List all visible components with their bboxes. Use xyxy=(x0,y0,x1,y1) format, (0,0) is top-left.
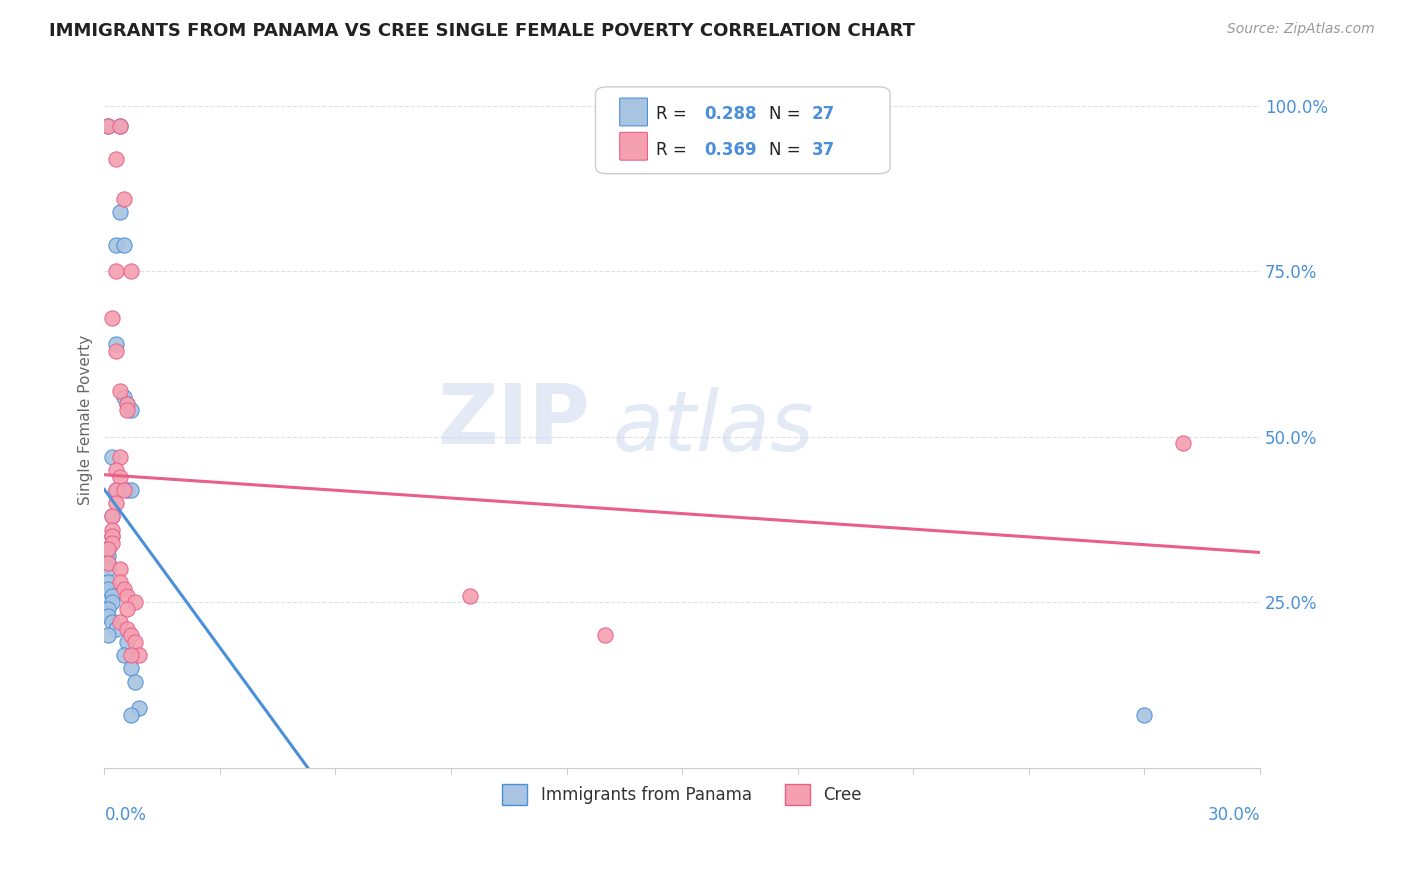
Text: N =: N = xyxy=(769,141,806,159)
Text: R =: R = xyxy=(655,104,692,122)
Text: 0.288: 0.288 xyxy=(704,104,756,122)
Point xyxy=(117,602,139,616)
Point xyxy=(108,384,131,398)
Point xyxy=(97,582,120,596)
Point xyxy=(112,582,135,596)
Point xyxy=(101,509,124,524)
Point xyxy=(112,390,135,404)
Point xyxy=(120,483,142,497)
Point xyxy=(104,622,127,636)
Point xyxy=(112,192,135,206)
Point xyxy=(108,575,131,590)
Point xyxy=(120,648,142,663)
Text: 37: 37 xyxy=(811,141,835,159)
Text: 27: 27 xyxy=(811,104,835,122)
Point xyxy=(97,119,120,133)
Point xyxy=(101,589,124,603)
Point xyxy=(97,119,120,133)
Point xyxy=(101,595,124,609)
Point xyxy=(112,483,135,497)
Text: N =: N = xyxy=(769,104,806,122)
FancyBboxPatch shape xyxy=(620,98,647,126)
Point xyxy=(120,661,142,675)
Point xyxy=(128,701,150,715)
Point xyxy=(104,496,127,510)
Point xyxy=(108,469,131,483)
Point xyxy=(124,595,146,609)
Point xyxy=(97,542,120,557)
Point xyxy=(117,403,139,417)
Point xyxy=(108,450,131,464)
Point xyxy=(104,483,127,497)
Point xyxy=(124,635,146,649)
Point xyxy=(124,674,146,689)
Point xyxy=(104,343,127,358)
Point xyxy=(101,535,124,549)
Point xyxy=(458,589,481,603)
Point xyxy=(101,310,124,325)
Point xyxy=(101,523,124,537)
Y-axis label: Single Female Poverty: Single Female Poverty xyxy=(79,335,93,506)
Point xyxy=(117,483,139,497)
Point xyxy=(108,119,131,133)
Point xyxy=(117,589,139,603)
Point xyxy=(117,635,139,649)
Point xyxy=(120,264,142,278)
Point xyxy=(593,628,616,642)
Point xyxy=(97,556,120,570)
Point xyxy=(108,562,131,576)
Point xyxy=(112,238,135,252)
Text: Source: ZipAtlas.com: Source: ZipAtlas.com xyxy=(1227,22,1375,37)
Text: R =: R = xyxy=(655,141,692,159)
Point xyxy=(101,615,124,629)
Point xyxy=(101,509,124,524)
Text: IMMIGRANTS FROM PANAMA VS CREE SINGLE FEMALE POVERTY CORRELATION CHART: IMMIGRANTS FROM PANAMA VS CREE SINGLE FE… xyxy=(49,22,915,40)
Point xyxy=(128,648,150,663)
Point xyxy=(112,648,135,663)
Point xyxy=(97,608,120,623)
Point xyxy=(97,562,120,576)
Text: 30.0%: 30.0% xyxy=(1208,805,1260,824)
Point xyxy=(97,575,120,590)
Point xyxy=(101,529,124,543)
Point xyxy=(108,615,131,629)
FancyBboxPatch shape xyxy=(620,132,647,161)
Point xyxy=(117,397,139,411)
Point xyxy=(104,463,127,477)
Point xyxy=(104,152,127,166)
Point xyxy=(120,628,142,642)
Point xyxy=(104,264,127,278)
Point xyxy=(108,205,131,219)
Point xyxy=(97,542,120,557)
Point xyxy=(101,529,124,543)
Point xyxy=(120,403,142,417)
FancyBboxPatch shape xyxy=(596,87,890,174)
Point xyxy=(117,622,139,636)
Point xyxy=(104,483,127,497)
Point xyxy=(97,628,120,642)
Point xyxy=(101,450,124,464)
Point xyxy=(97,549,120,563)
Point xyxy=(117,397,139,411)
Point xyxy=(1171,436,1194,450)
Text: 0.369: 0.369 xyxy=(704,141,756,159)
Text: 0.0%: 0.0% xyxy=(104,805,146,824)
Point xyxy=(1133,707,1156,722)
Text: ZIP: ZIP xyxy=(437,380,589,461)
Point xyxy=(108,119,131,133)
Point xyxy=(104,337,127,351)
Point xyxy=(97,556,120,570)
Point xyxy=(104,238,127,252)
Point xyxy=(97,602,120,616)
Point xyxy=(120,707,142,722)
Legend: Immigrants from Panama, Cree: Immigrants from Panama, Cree xyxy=(496,778,869,812)
Text: atlas: atlas xyxy=(613,387,814,467)
